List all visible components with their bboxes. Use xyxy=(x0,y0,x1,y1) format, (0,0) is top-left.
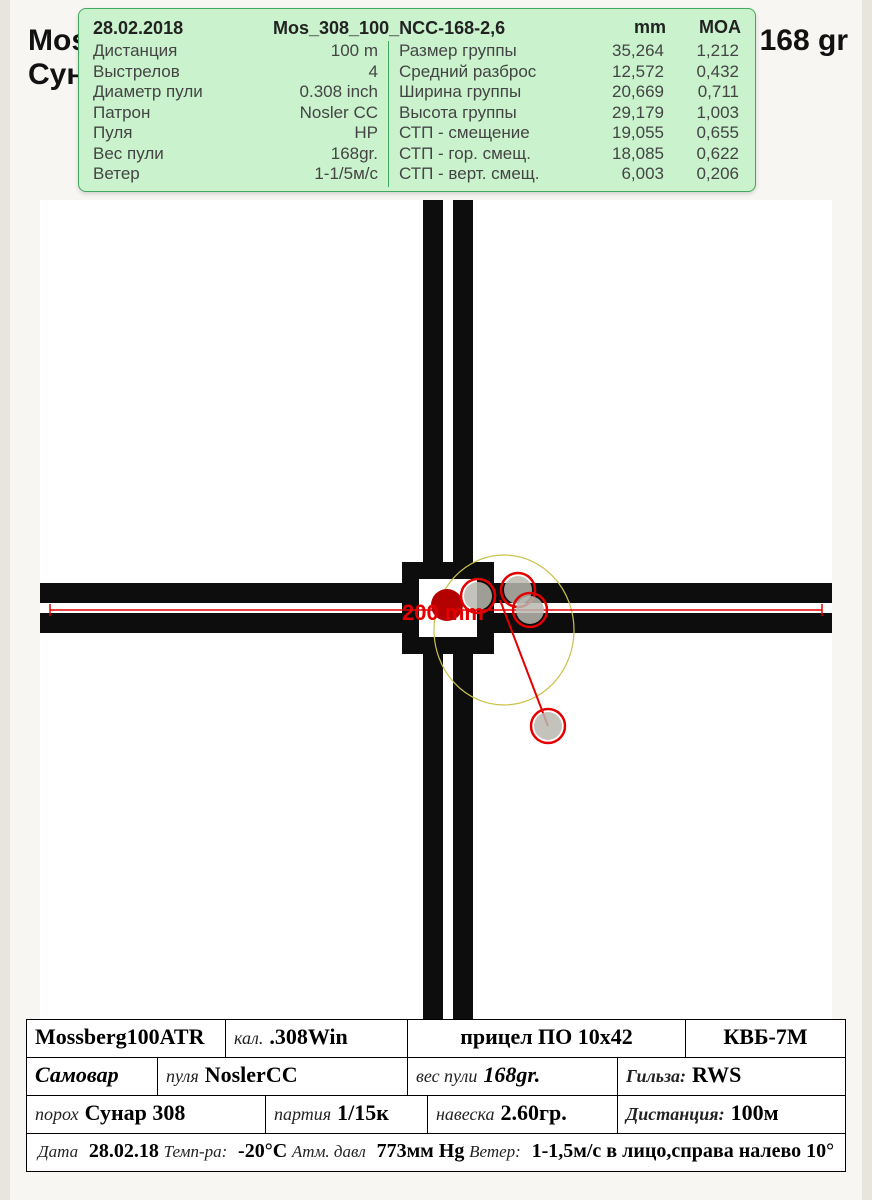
param-row: ПатронNosler CC xyxy=(93,103,378,124)
stat-label: Средний разброс xyxy=(399,62,574,83)
stat-row: Средний разброс12,5720,432 xyxy=(399,62,741,83)
param-row: Ветер1-1/5м/с xyxy=(93,164,378,185)
table-cell: Дистанция: 100м xyxy=(617,1096,845,1133)
param-label: Вес пули xyxy=(93,144,331,165)
stat-label: СТП - смещение xyxy=(399,123,574,144)
ammo-table: Mossberg100ATRкал..308Winприцел ПО 10х42… xyxy=(26,1019,846,1172)
stat-label: Размер группы xyxy=(399,41,574,62)
stat-mm: 35,264 xyxy=(574,41,664,62)
table-cell: Гильза: RWS xyxy=(617,1058,845,1095)
table-cell: кал..308Win xyxy=(225,1020,407,1057)
stat-row: Размер группы35,2641,212 xyxy=(399,41,741,62)
stat-mm: 29,179 xyxy=(574,103,664,124)
param-label: Дистанция xyxy=(93,41,331,62)
param-value: Nosler CC xyxy=(300,103,378,124)
stat-moa: 0,655 xyxy=(664,123,739,144)
table-cell: Самовар xyxy=(27,1058,157,1095)
stat-moa: 0,711 xyxy=(664,82,739,103)
param-value: HP xyxy=(354,123,378,144)
stat-moa: 1,212 xyxy=(664,41,739,62)
param-row: Дистанция100 m xyxy=(93,41,378,62)
table-cell: навеска2.60гр. xyxy=(427,1096,617,1133)
stat-moa: 0,432 xyxy=(664,62,739,83)
stat-row: СТП - гор. смещ.18,0850,622 xyxy=(399,144,741,165)
stat-mm: 19,055 xyxy=(574,123,664,144)
param-row: ПуляHP xyxy=(93,123,378,144)
param-label: Ветер xyxy=(93,164,314,185)
stats-panel: 28.02.2018 Mos_308_100_NCC-168-2,6 mm MO… xyxy=(78,8,756,192)
param-value: 1-1/5м/с xyxy=(314,164,378,185)
stat-row: СТП - смещение19,0550,655 xyxy=(399,123,741,144)
stat-moa: 1,003 xyxy=(664,103,739,124)
left-params: Дистанция100 mВыстрелов4Диаметр пули0.30… xyxy=(93,41,389,187)
bg-title-line2: Сун xyxy=(28,58,84,92)
table-cell: КВБ-7М xyxy=(685,1020,845,1057)
param-label: Пуля xyxy=(93,123,354,144)
param-label: Выстрелов xyxy=(93,62,369,83)
param-value: 0.308 inch xyxy=(300,82,378,103)
param-label: Патрон xyxy=(93,103,300,124)
stat-row: СТП - верт. смещ.6,0030,206 xyxy=(399,164,741,185)
right-stats: Размер группы35,2641,212Средний разброс1… xyxy=(389,41,741,187)
param-row: Вес пули168gr. xyxy=(93,144,378,165)
param-value: 100 m xyxy=(331,41,378,62)
stat-moa: 0,622 xyxy=(664,144,739,165)
header-moa: MOA xyxy=(666,17,741,38)
param-row: Диаметр пули0.308 inch xyxy=(93,82,378,103)
table-cell: порохСунар 308 xyxy=(27,1096,265,1133)
stat-row: Высота группы29,1791,003 xyxy=(399,103,741,124)
table-cell: Mossberg100ATR xyxy=(27,1020,225,1057)
right-col-headers: mm MOA xyxy=(401,17,741,38)
table-row: СамоварпуляNoslerCCвес пули168gr.Гильза:… xyxy=(27,1057,845,1095)
target-diagram: 200 mm xyxy=(40,200,832,1040)
param-value: 168gr. xyxy=(331,144,378,165)
svg-text:200 mm: 200 mm xyxy=(402,600,484,625)
table-cell: прицел ПО 10х42 xyxy=(407,1020,685,1057)
param-label: Диаметр пули xyxy=(93,82,300,103)
conditions-row: Дата 28.02.18 Темп-ра: -20°C Атм. давл 7… xyxy=(27,1133,845,1171)
table-cell: пуляNoslerCC xyxy=(157,1058,407,1095)
stat-mm: 12,572 xyxy=(574,62,664,83)
table-cell: вес пули168gr. xyxy=(407,1058,617,1095)
stat-mm: 20,669 xyxy=(574,82,664,103)
stat-label: СТП - верт. смещ. xyxy=(399,164,574,185)
bg-title-right: 168 gr xyxy=(760,24,848,58)
stat-row: Ширина группы20,6690,711 xyxy=(399,82,741,103)
stat-label: Ширина группы xyxy=(399,82,574,103)
stat-moa: 0,206 xyxy=(664,164,739,185)
stat-mm: 6,003 xyxy=(574,164,664,185)
param-row: Выстрелов4 xyxy=(93,62,378,83)
header-mm: mm xyxy=(401,17,666,38)
table-row: Mossberg100ATRкал..308Winприцел ПО 10х42… xyxy=(27,1020,845,1057)
stat-mm: 18,085 xyxy=(574,144,664,165)
table-row: порохСунар 308партия1/15кнавеска2.60гр.Д… xyxy=(27,1095,845,1133)
table-cell: партия1/15к xyxy=(265,1096,427,1133)
panel-date: 28.02.2018 xyxy=(93,17,243,39)
param-value: 4 xyxy=(369,62,378,83)
stat-label: СТП - гор. смещ. xyxy=(399,144,574,165)
stat-label: Высота группы xyxy=(399,103,574,124)
